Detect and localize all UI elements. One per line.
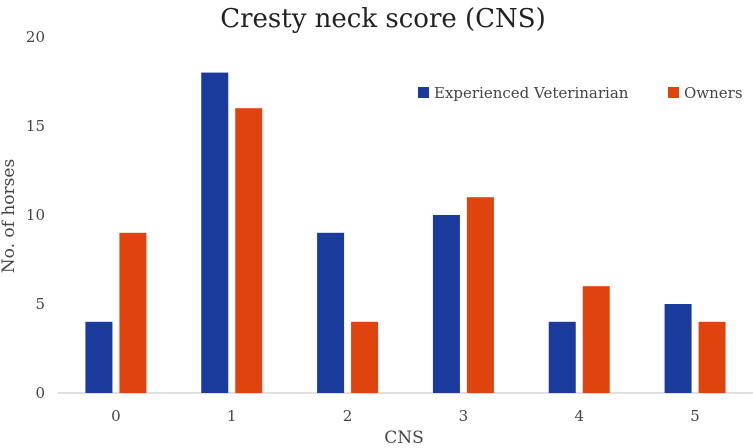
bar-veterinarian-cns-2 bbox=[317, 233, 344, 393]
y-tick-label: 20 bbox=[26, 28, 45, 46]
y-tick-label: 10 bbox=[26, 206, 45, 224]
bar-owners-cns-1 bbox=[235, 108, 262, 393]
x-tick-label: 2 bbox=[343, 407, 353, 425]
bar-owners-cns-5 bbox=[699, 322, 726, 393]
bar-veterinarian-cns-4 bbox=[549, 322, 576, 393]
bar-owners-cns-4 bbox=[583, 286, 610, 393]
bar-veterinarian-cns-3 bbox=[433, 215, 460, 393]
y-tick-label: 15 bbox=[26, 117, 45, 135]
y-axis-label: No. of horses bbox=[0, 159, 19, 273]
bar-owners-cns-3 bbox=[467, 197, 494, 393]
x-tick-label: 5 bbox=[690, 407, 700, 425]
y-tick-labels: 0 5 10 15 20 bbox=[26, 28, 45, 402]
chart-title: Cresty neck score (CNS) bbox=[220, 4, 546, 34]
x-tick-label: 1 bbox=[227, 407, 237, 425]
bar-marks bbox=[85, 73, 725, 393]
legend-label-veterinarian: Experienced Veterinarian bbox=[434, 84, 629, 102]
x-tick-labels: 0 1 2 3 4 5 bbox=[111, 407, 700, 425]
y-tick-label: 0 bbox=[35, 384, 45, 402]
x-axis-label: CNS bbox=[384, 428, 424, 448]
bar-owners-cns-2 bbox=[351, 322, 378, 393]
bar-veterinarian-cns-1 bbox=[201, 73, 228, 393]
bar-veterinarian-cns-5 bbox=[665, 304, 692, 393]
bar-chart: Cresty neck score (CNS) No. of horses CN… bbox=[0, 0, 753, 448]
legend-swatch-owners bbox=[668, 87, 679, 98]
y-tick-label: 5 bbox=[35, 295, 45, 313]
x-tick-label: 4 bbox=[574, 407, 584, 425]
x-tick-label: 3 bbox=[459, 407, 469, 425]
bar-veterinarian-cns-0 bbox=[85, 322, 112, 393]
legend-swatch-veterinarian bbox=[418, 87, 429, 98]
legend-label-owners: Owners bbox=[684, 84, 743, 102]
x-tick-label: 0 bbox=[111, 407, 121, 425]
bar-owners-cns-0 bbox=[119, 233, 146, 393]
legend: Experienced Veterinarian Owners bbox=[418, 84, 743, 102]
